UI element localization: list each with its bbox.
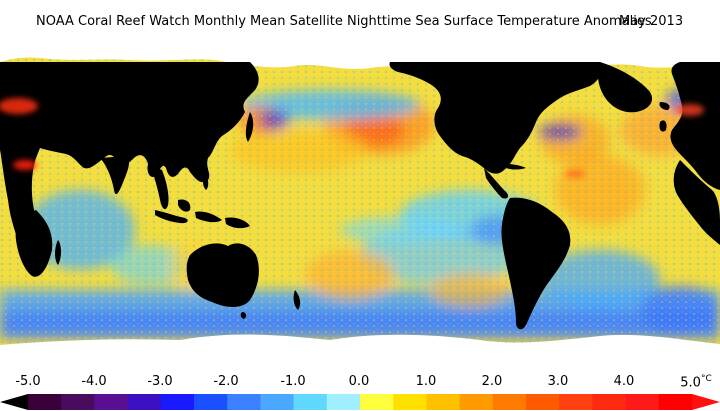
colorbar-swatch [194, 394, 228, 410]
colorbar-swatch [592, 394, 627, 410]
colorbar-swatch [326, 394, 361, 410]
colorbar-swatch [160, 394, 195, 410]
colorbar-swatch [360, 394, 394, 410]
colorbar [0, 394, 720, 410]
sst-anomaly-map [0, 40, 720, 367]
legend-tick: -3.0 [147, 374, 173, 389]
legend-tick: 4.0 [613, 374, 635, 389]
color-legend: -5.0 -4.0 -3.0 -2.0 -1.0 0.0 1.0 2.0 3.0… [0, 370, 720, 411]
legend-tick: 2.0 [481, 374, 503, 389]
colorbar-swatch [28, 394, 62, 410]
colorbar-swatch [94, 394, 129, 410]
colorbar-swatch [426, 394, 461, 410]
colorbar-swatch [293, 394, 328, 410]
legend-tick: 1.0 [415, 374, 437, 389]
legend-tick-last: 5.0°C [680, 374, 711, 390]
colorbar-swatch [459, 394, 494, 410]
legend-tick: -5.0 [15, 374, 41, 389]
legend-unit: °C [700, 374, 712, 384]
colorbar-swatch [625, 394, 660, 410]
colorbar-arrow-low [0, 394, 28, 410]
title-text: NOAA Coral Reef Watch Monthly Mean Satel… [36, 14, 652, 29]
colorbar-swatch [260, 394, 295, 410]
colorbar-swatch [559, 394, 593, 410]
antarctica [0, 334, 720, 367]
legend-tick: -1.0 [280, 374, 306, 389]
colorbar-swatch [393, 394, 427, 410]
legend-tick: 3.0 [547, 374, 569, 389]
land [0, 62, 720, 330]
colorbar-swatch [227, 394, 261, 410]
colorbar-swatch [61, 394, 95, 410]
colorbar-swatch [658, 394, 693, 410]
colorbar-swatch [127, 394, 162, 410]
legend-tick: -4.0 [81, 374, 107, 389]
colorbar-swatch [526, 394, 560, 410]
legend-tick: 0.0 [348, 374, 370, 389]
hot-spots [0, 98, 704, 178]
colorbar-arrow-high [692, 394, 720, 410]
sea-ice [0, 40, 720, 69]
legend-tick: -2.0 [213, 374, 239, 389]
date-label: May 2013 [619, 14, 684, 29]
colorbar-swatch [492, 394, 527, 410]
legend-tick: 5.0 [680, 375, 701, 391]
chart-title: NOAA Coral Reef Watch Monthly Mean Satel… [0, 0, 720, 40]
